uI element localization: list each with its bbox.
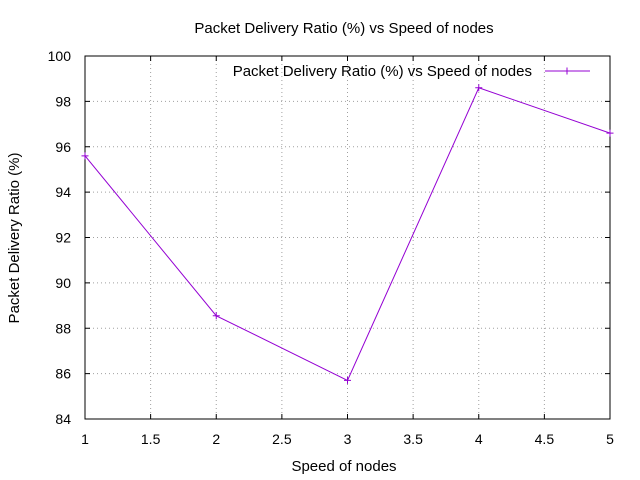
y-tick-label: 90 xyxy=(55,275,71,291)
legend-marker xyxy=(563,67,571,75)
x-tick-label: 3.5 xyxy=(403,431,423,447)
y-tick-label: 100 xyxy=(48,48,72,64)
x-tick-label: 3 xyxy=(344,431,352,447)
data-point-marker xyxy=(606,129,614,137)
y-tick-label: 94 xyxy=(55,184,71,200)
chart-title: Packet Delivery Ratio (%) vs Speed of no… xyxy=(194,20,493,37)
y-axis-label: Packet Delivery Ratio (%) xyxy=(6,153,23,324)
data-point-marker xyxy=(81,152,89,160)
data-point-marker xyxy=(475,84,483,92)
x-tick-label: 2 xyxy=(212,431,220,447)
x-tick-label: 4.5 xyxy=(535,431,555,447)
x-tick-label: 1 xyxy=(81,431,89,447)
grid xyxy=(85,56,610,419)
legend-label: Packet Delivery Ratio (%) vs Speed of no… xyxy=(233,63,532,80)
x-tick-label: 2.5 xyxy=(272,431,292,447)
y-tick-label: 96 xyxy=(55,139,71,155)
y-tick-label: 84 xyxy=(55,411,71,427)
x-axis-label: Speed of nodes xyxy=(291,458,396,475)
axis-ticks: 1 1.5 2 2.5 3 3.5 4 4.5 5 84 86 88 90 92 94 96 98 100 xyxy=(48,48,614,447)
series-layer xyxy=(81,84,614,384)
x-tick-label: 4 xyxy=(475,431,483,447)
data-point-marker xyxy=(344,376,351,384)
x-tick-label: 5 xyxy=(606,431,614,447)
y-tick-label: 92 xyxy=(55,230,71,246)
legend: Packet Delivery Ratio (%) vs Speed of no… xyxy=(233,63,590,80)
y-tick-label: 86 xyxy=(55,366,71,382)
data-point-marker xyxy=(212,312,220,320)
x-tick-label: 1.5 xyxy=(141,431,161,447)
y-tick-label: 98 xyxy=(55,93,71,109)
y-tick-label: 88 xyxy=(55,320,71,336)
